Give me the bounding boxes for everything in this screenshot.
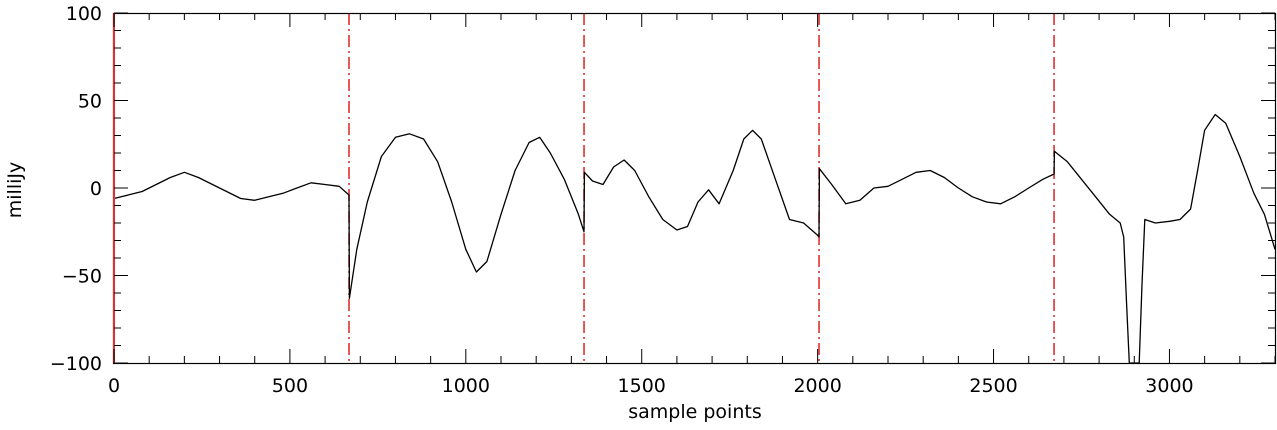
y-tick-label: 0 [90,178,102,200]
y-tick-label: −50 [62,266,102,288]
y-tick-label: −100 [50,353,102,375]
x-tick-label: 1500 [618,375,666,397]
series-layer [113,113,1276,364]
y-axis-title: milliJy [4,162,26,218]
x-axis-title: sample points [628,401,761,423]
ticks [113,12,1276,364]
signal-line [113,113,1276,364]
tick-labels: 0 500 1000 1500 2000 2500 3000 −100 −50 0 50 100 [50,3,1194,397]
plot-frame [112,12,1277,365]
x-tick-label: 2000 [793,375,841,397]
x-tick-label: 1000 [442,375,490,397]
x-tick-label: 500 [272,375,308,397]
y-tick-label: 100 [66,3,102,25]
y-tick-label: 50 [78,91,102,113]
vertical-markers [348,13,1055,363]
x-tick-label: 3000 [1145,375,1193,397]
x-tick-label: 0 [108,375,120,397]
axes [112,12,1277,365]
x-tick-label: 2500 [969,375,1017,397]
